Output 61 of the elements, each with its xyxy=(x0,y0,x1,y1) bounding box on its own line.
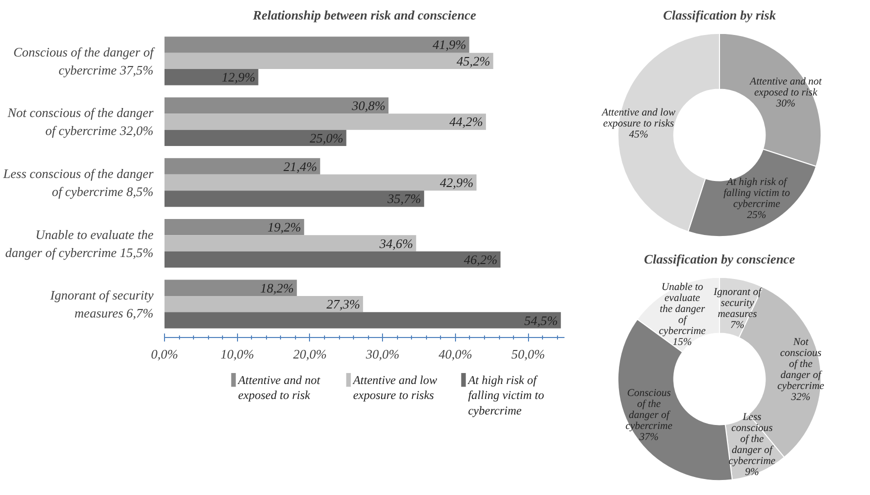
data-label: 25% xyxy=(747,210,767,221)
data-label: 19,2% xyxy=(268,220,302,235)
bar xyxy=(164,190,424,207)
bar xyxy=(164,130,346,146)
bar xyxy=(164,251,500,268)
y-tick-label: Unable to evaluate the danger of cybercrime 15,5% xyxy=(5,226,154,260)
data-label: 18,2% xyxy=(260,280,294,296)
slice-label: Unable to evaluate the danger of cybercrime xyxy=(658,282,706,338)
x-tick-label: 30,0% xyxy=(364,346,400,362)
data-label: 27,3% xyxy=(326,296,360,312)
y-tick-label: Less conscious of the danger of cybercrime 8,5% xyxy=(2,166,154,199)
x-tick-label: 20,0% xyxy=(293,346,327,362)
data-label: 42,9% xyxy=(440,175,474,190)
data-label: 45,2% xyxy=(456,53,490,68)
data-label: 35,7% xyxy=(386,191,422,206)
slice-label: Less conscious of the danger of cybercrime xyxy=(728,412,776,467)
bar xyxy=(164,280,297,296)
data-label: 37% xyxy=(638,432,659,443)
data-label: 21,4% xyxy=(284,158,318,174)
y-tick-label: Not conscious of the danger of cybercrime 32,0% xyxy=(6,105,154,138)
slice-label: Ignorant of security measures xyxy=(712,287,764,320)
data-label: 9% xyxy=(745,466,760,478)
y-tick-label: Conscious of the danger of cybercrime 37,5% xyxy=(13,44,156,78)
bar xyxy=(164,114,486,130)
legend-label: At high risk of falling victim to cybercrime xyxy=(467,372,544,418)
bar xyxy=(164,218,304,236)
chart-title: Classification by risk xyxy=(663,8,776,22)
data-label: 34,6% xyxy=(378,236,414,251)
x-tick-label: 10,0% xyxy=(220,346,254,362)
bar xyxy=(164,158,320,174)
data-label: 46,2% xyxy=(464,252,498,267)
data-label: 30% xyxy=(775,98,796,110)
slice-label: Attentive and low exposure to risks xyxy=(600,107,676,130)
legend-label: Attentive and low exposure to risks xyxy=(352,372,438,402)
data-label: 15% xyxy=(672,337,692,348)
data-label: 12,9% xyxy=(222,70,256,85)
bar xyxy=(164,97,388,114)
y-tick-label: Ignorant of security measures 6,7% xyxy=(49,288,154,321)
slice-label: At high risk of falling victim to cybercrime xyxy=(723,176,790,210)
data-label: 32% xyxy=(790,392,811,404)
chart-title: Relationship between risk and conscience xyxy=(252,8,476,22)
data-label: 44,2% xyxy=(449,114,484,130)
bar xyxy=(164,296,364,312)
bar xyxy=(164,235,416,252)
data-label: 7% xyxy=(730,320,745,332)
data-label: 30,8% xyxy=(350,98,386,114)
slice-label: Not conscious of the danger of cybercrime xyxy=(777,337,825,392)
x-tick-label: 0,0% xyxy=(150,346,178,362)
bar xyxy=(164,36,470,53)
chart-title: Classification by conscience xyxy=(644,252,796,266)
bar xyxy=(164,52,494,70)
data-label: 45% xyxy=(628,129,648,140)
x-tick-label: 50,0% xyxy=(511,346,546,362)
bar xyxy=(164,312,561,328)
data-label: 54,5% xyxy=(524,312,558,328)
data-label: 41,9% xyxy=(432,37,466,52)
x-tick-label: 40,0% xyxy=(438,346,472,362)
bar xyxy=(164,69,258,86)
bar xyxy=(164,174,476,191)
legend-label: Attentive and not exposed to risk xyxy=(237,372,321,402)
data-label: 25,0% xyxy=(310,130,344,146)
